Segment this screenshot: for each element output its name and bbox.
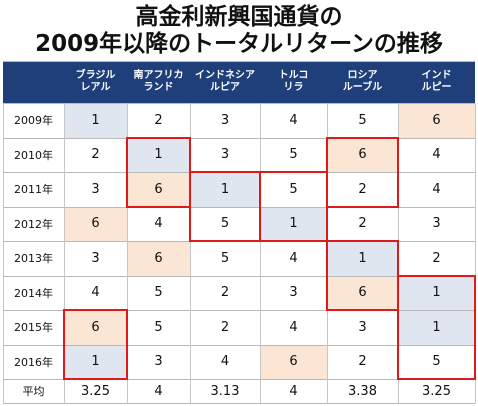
row-label: 2014年 — [14, 286, 53, 300]
rank-cell: 5 — [358, 112, 367, 128]
rank-cell: 5 — [154, 285, 163, 301]
header-corner — [3, 61, 64, 103]
rank-cell: 2 — [358, 216, 367, 232]
rank-cell: 2 — [154, 112, 163, 128]
rank-cell: 5 — [289, 181, 298, 197]
rank-cell: 1 — [190, 172, 260, 207]
title-line-1: 高金利新興国通貨の — [135, 4, 343, 30]
rank-cell: 6 — [64, 310, 127, 345]
row-label: 2016年 — [14, 355, 53, 369]
rank-cell: 2 — [432, 250, 441, 266]
rank-cell: 1 — [127, 137, 190, 172]
rank-cell: 6 — [327, 137, 398, 172]
column-header: 南アフリカ ランド — [127, 61, 190, 103]
rank-cell: 4 — [432, 181, 441, 197]
rank-cell: 4 — [289, 250, 298, 266]
rank-cell: 4 — [220, 354, 230, 370]
rank-cell: 5 — [220, 216, 230, 232]
rank-cell: 6 — [260, 344, 327, 379]
rank-cell: 1 — [398, 275, 475, 310]
rank-cell: 5 — [432, 354, 441, 370]
rank-cell: 4 — [91, 285, 100, 301]
rank-cell: 3 — [289, 285, 298, 301]
row-label: 2012年 — [14, 217, 53, 231]
rank-cell: 6 — [127, 241, 190, 276]
column-divider — [190, 103, 191, 403]
highlight-box — [259, 171, 328, 242]
title-line-2: 2009年以降のトータルリターンの推移 — [35, 31, 443, 57]
rank-cell: 1 — [64, 103, 127, 138]
average-cell: 3.38 — [348, 383, 377, 399]
rank-cell: 2 — [220, 285, 230, 301]
rank-cell: 1 — [260, 206, 327, 241]
highlight-box — [63, 309, 128, 380]
row-divider — [3, 137, 475, 139]
column-header: ロシア ルーブル — [327, 61, 398, 103]
average-cell: 4 — [154, 383, 163, 399]
row-divider — [3, 344, 475, 346]
rank-cell: 3 — [91, 181, 100, 197]
column-header: トルコ リラ — [260, 61, 327, 103]
column-divider — [3, 103, 4, 403]
column-divider — [127, 103, 128, 403]
rank-cell: 6 — [127, 172, 190, 207]
highlight-box — [126, 136, 191, 208]
rank-cell: 5 — [154, 319, 163, 335]
rank-cell: 6 — [64, 206, 127, 241]
row-label: 2010年 — [14, 148, 53, 162]
row-divider — [3, 61, 475, 62]
row-divider — [3, 310, 475, 311]
rank-cell: 3 — [220, 147, 230, 163]
average-cell: 3.25 — [81, 383, 110, 399]
column-divider — [260, 103, 261, 403]
rank-cell: 4 — [289, 112, 298, 128]
rank-cell: 2 — [358, 354, 367, 370]
highlight-box — [326, 136, 399, 208]
average-cell: 3.25 — [422, 383, 451, 399]
rank-cell: 3 — [432, 216, 441, 232]
row-divider — [3, 275, 475, 277]
rank-cell: 3 — [358, 319, 367, 335]
highlight-box — [326, 240, 399, 311]
row-divider — [3, 379, 475, 380]
row-divider — [3, 206, 475, 208]
rank-cell: 2 — [91, 147, 100, 163]
rank-cell: 2 — [220, 319, 230, 335]
average-cell: 3.13 — [210, 383, 240, 399]
column-divider — [64, 103, 65, 403]
rank-cell: 1 — [64, 344, 127, 379]
rank-cell: 4 — [289, 319, 298, 335]
rank-cell: 2 — [358, 181, 367, 197]
average-cell: 4 — [289, 383, 298, 399]
rank-cell: 4 — [432, 147, 441, 163]
column-header: インドネシア ルピア — [190, 61, 260, 103]
column-header: インド ルピー — [398, 61, 475, 103]
rank-cell: 1 — [327, 241, 398, 276]
row-divider — [3, 103, 475, 104]
highlight-box — [397, 274, 476, 380]
column-divider — [475, 103, 476, 403]
rank-cell: 3 — [154, 354, 163, 370]
row-label: 2011年 — [14, 183, 53, 197]
rank-cell: 6 — [327, 275, 398, 310]
rank-cell: 1 — [398, 310, 475, 345]
rank-cell: 6 — [398, 103, 475, 138]
row-divider — [3, 403, 475, 404]
rank-cell: 5 — [220, 250, 230, 266]
row-label: 2013年 — [14, 252, 53, 266]
row-label: 2015年 — [14, 321, 53, 335]
rank-cell: 3 — [220, 112, 230, 128]
column-header: ブラジル レアル — [64, 61, 127, 103]
rank-cell: 5 — [289, 147, 298, 163]
rank-cell: 3 — [91, 250, 100, 266]
rank-cell: 4 — [154, 216, 163, 232]
row-label: 2009年 — [14, 114, 53, 128]
highlight-box — [189, 171, 261, 242]
average-label: 平均 — [22, 385, 45, 398]
